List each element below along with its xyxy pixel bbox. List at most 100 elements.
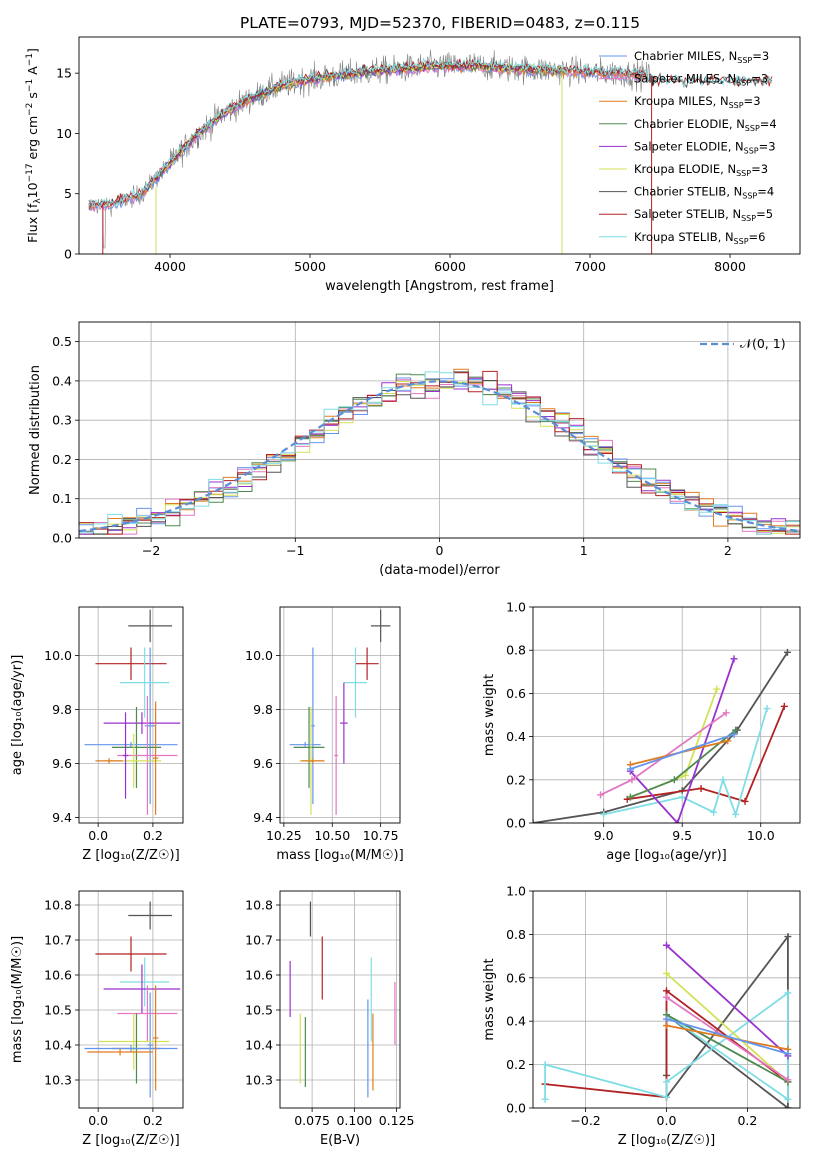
weight-marker xyxy=(626,793,634,801)
legend-entry-name: Salpeter ELODIE xyxy=(634,139,728,153)
weight-marker xyxy=(670,776,678,784)
weight-marker xyxy=(663,1093,670,1101)
y-axis-label-part: −2 xyxy=(25,103,35,116)
x-tick-label: 0.075 xyxy=(294,1113,330,1128)
weight-marker xyxy=(713,685,721,693)
legend-entry-nssp: 3 xyxy=(761,162,768,176)
axes-frame xyxy=(78,36,801,255)
weight-marker xyxy=(741,797,749,805)
y-tick-label: 10.0 xyxy=(44,648,72,663)
weight-marker xyxy=(600,810,608,818)
weight-marker xyxy=(663,1022,670,1030)
y-axis-label: mass [log₁₀(M/M☉)] xyxy=(10,936,25,1063)
legend-entry-sep: , xyxy=(729,117,736,131)
legend-entry-nssp: 5 xyxy=(766,207,773,221)
weight-marker xyxy=(732,810,740,818)
y-tick-label: 0.2 xyxy=(52,452,72,467)
legend-entry-eq: = xyxy=(757,185,767,199)
legend-entry-name: Kroupa STELIB xyxy=(634,230,718,244)
y-tick-label: 10.3 xyxy=(44,1073,72,1088)
legend-entry-nssp: 6 xyxy=(758,230,765,244)
legend-entry-sep: , xyxy=(728,139,735,153)
legend-entry: Salpeter ELODIE, NSSP=3 xyxy=(634,139,776,155)
x-tick-label: 4000 xyxy=(154,259,186,274)
weight-marker xyxy=(541,1061,549,1069)
y-axis-label-part: −1 xyxy=(25,53,35,66)
x-axis-label: age [log₁₀(age/yr)] xyxy=(606,848,727,863)
legend-entry-sub: SSP xyxy=(745,124,760,133)
x-axis-label: wavelength [Angstrom, rest frame] xyxy=(325,279,554,294)
legend-entry: Kroupa STELIB, NSSP=6 xyxy=(634,230,766,246)
y-axis-label-part: ] xyxy=(25,48,40,53)
y-tick-label: 0.1 xyxy=(52,491,72,506)
legend-entry-n: N xyxy=(736,117,745,131)
weight-line xyxy=(630,733,735,770)
legend-entry-nssp: 3 xyxy=(762,49,769,63)
y-tick-label: 9.6 xyxy=(52,756,72,771)
x-tick-label: 5000 xyxy=(294,259,326,274)
legend-entry: Chabrier STELIB, NSSP=4 xyxy=(634,185,774,201)
panel-residuals: −2 −1 0 1 2 0.0 0.1 0.2 0.3 0.4 0.5 (data-model)/er… xyxy=(28,321,801,578)
axes-frame xyxy=(78,321,801,539)
spectrum-model-line xyxy=(88,58,773,208)
y-tick-label: 0.6 xyxy=(506,686,526,701)
weight-marker xyxy=(663,941,670,949)
y-tick-label: 0.0 xyxy=(506,1101,526,1116)
legend-entry: Salpeter STELIB, NSSP=5 xyxy=(634,207,773,223)
y-tick-label: 10.4 xyxy=(245,1038,273,1053)
weight-line xyxy=(665,944,789,1057)
x-tick-label: 0.125 xyxy=(379,1113,415,1128)
weight-line xyxy=(666,1018,789,1055)
y-tick-label: 0 xyxy=(64,247,72,262)
y-axis-label-part: erg cm xyxy=(25,116,40,164)
weight-marker xyxy=(697,784,705,792)
weight-marker xyxy=(730,655,738,663)
weight-marker xyxy=(724,737,732,745)
weight-marker xyxy=(541,1095,549,1103)
y-axis-label-part: −1 xyxy=(25,79,35,92)
x-axis-label: (data-model)/error xyxy=(379,563,500,578)
legend-entry-name: Chabrier ELODIE xyxy=(634,117,729,131)
y-axis-label-part: λ xyxy=(33,198,43,204)
y-tick-label: 0.2 xyxy=(506,1057,526,1072)
spectrum-model-line xyxy=(88,59,773,210)
y-tick-label: 9.6 xyxy=(253,756,273,771)
y-tick-label: 15 xyxy=(56,66,72,81)
legend-entry-sep: , xyxy=(720,162,727,176)
y-tick-label: 0.4 xyxy=(506,1014,526,1029)
weight-marker xyxy=(681,771,689,779)
legend-entry-sep: , xyxy=(721,49,728,63)
legend-entry-nssp: 4 xyxy=(769,117,776,131)
y-tick-label: 10.6 xyxy=(44,968,72,983)
figure-title: PLATE=0793, MJD=52370, FIBERID=0483, z=0… xyxy=(240,14,640,32)
y-tick-label: 9.8 xyxy=(52,702,72,717)
weight-marker xyxy=(780,702,788,710)
legend-entry-sub: SSP xyxy=(729,101,744,110)
x-tick-label: −2 xyxy=(142,543,160,558)
panel-age-vs-mass: 10.25 10.50 10.75 9.4 9.6 9.8 10.0 mass [log₁₀(… xyxy=(245,606,404,863)
panel-mass-vs-EBV: 0.075 0.100 0.125 10.3 10.4 10.5 10.6 10.7 10.8 E… xyxy=(245,890,415,1148)
legend-entry-name: Kroupa ELODIE xyxy=(634,162,720,176)
legend-entry-sep: , xyxy=(718,230,725,244)
normal-curve xyxy=(79,380,800,533)
y-tick-label: 10.6 xyxy=(245,968,273,983)
y-tick-label: 10.7 xyxy=(44,933,72,948)
y-tick-label: 0.8 xyxy=(506,927,526,942)
legend-entry-eq: = xyxy=(744,94,754,108)
x-tick-label: 10.75 xyxy=(363,828,399,843)
legend-entry-n: N xyxy=(734,185,743,199)
y-tick-label: 10.3 xyxy=(245,1073,273,1088)
x-axis-label: Z [log₁₀(Z/Z☉)] xyxy=(82,848,179,863)
y-tick-label: 0.4 xyxy=(52,373,72,388)
x-tick-label: 0.0 xyxy=(657,1113,677,1128)
y-axis-label-part: Flux [f xyxy=(25,203,40,243)
legend-entry-name: Kroupa MILES xyxy=(634,94,713,108)
weight-line xyxy=(666,1024,789,1051)
axes-frame xyxy=(532,890,801,1109)
x-tick-label: 9.0 xyxy=(594,828,614,843)
weight-marker xyxy=(763,705,771,713)
legend-entry-n: N xyxy=(725,230,734,244)
legend-entry-sub: SSP xyxy=(742,192,757,201)
spectrum-model-line xyxy=(88,57,773,209)
